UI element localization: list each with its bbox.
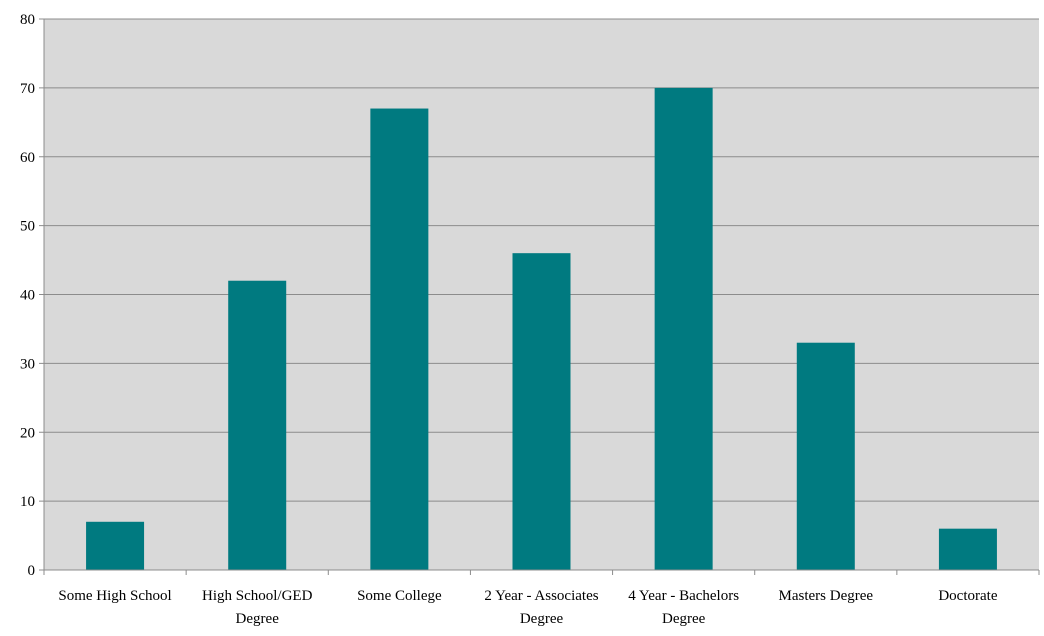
y-tick-labels: 0 10 20 30 40 50 60 70 80 (20, 12, 35, 579)
bar (86, 521, 145, 570)
bar (370, 108, 429, 570)
x-tick-label: 2 Year - Associates Degree (484, 588, 598, 627)
bar (796, 342, 855, 570)
x-tick-label: High School/GED Degree (202, 588, 313, 627)
axes (39, 18, 1040, 575)
bar (654, 87, 713, 570)
bar (512, 253, 571, 571)
x-tick-label: Doctorate (938, 588, 997, 604)
y-tick-label: 30 (20, 356, 35, 372)
x-tick-label: Some High School (58, 588, 171, 604)
x-tick-label: 4 Year - Bachelors Degree (628, 588, 739, 627)
x-tick-labels: Some High School High School/GED Degree Som… (58, 588, 997, 627)
x-tick-label: Masters Degree (779, 588, 874, 604)
y-tick-label: 60 (20, 150, 35, 166)
y-tick-label: 70 (20, 81, 35, 97)
x-tick-label: Some College (357, 588, 442, 604)
y-tick-label: 10 (20, 494, 35, 510)
bar (228, 280, 287, 570)
y-tick-label: 50 (20, 219, 35, 235)
bar (938, 528, 997, 570)
y-tick-label: 0 (28, 563, 36, 579)
y-tick-label: 80 (20, 12, 35, 28)
bars (86, 87, 997, 571)
y-tick-label: 20 (20, 425, 35, 441)
y-tick-label: 40 (20, 288, 35, 304)
